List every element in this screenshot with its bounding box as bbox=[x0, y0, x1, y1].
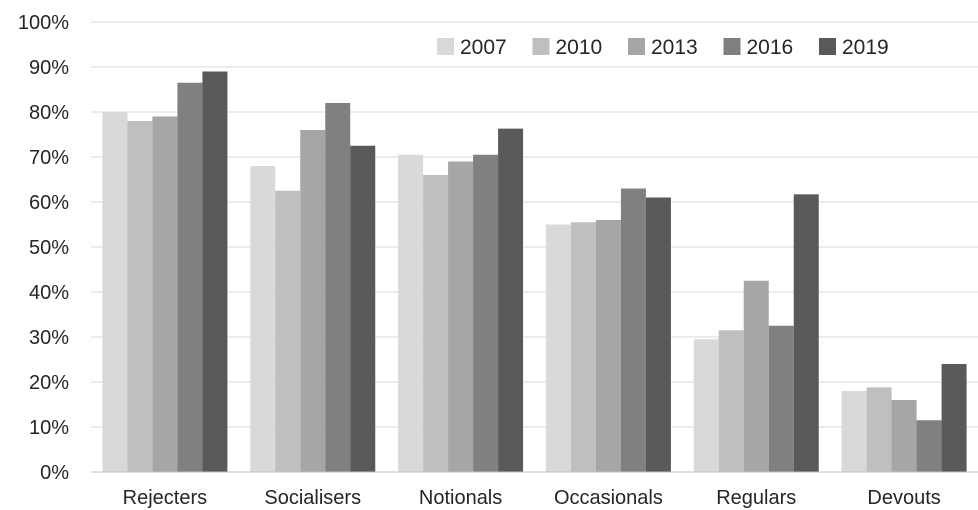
bar-2007-notionals bbox=[398, 154, 424, 472]
bar-2019-occasionals bbox=[645, 197, 671, 472]
bar-2007-devouts bbox=[841, 391, 867, 472]
bar-2016-rejecters bbox=[177, 82, 203, 472]
x-tick-label: Regulars bbox=[716, 487, 796, 509]
bar-2019-regulars bbox=[793, 194, 819, 472]
gridlines bbox=[91, 21, 978, 428]
y-tick-label: 30% bbox=[29, 327, 69, 349]
x-tick-label: Devouts bbox=[867, 487, 940, 509]
bar-2007-socialisers bbox=[250, 166, 276, 472]
bar-2013-occasionals bbox=[595, 220, 621, 472]
bar-2010-rejecters bbox=[127, 121, 153, 472]
x-tick-label: Notionals bbox=[419, 487, 502, 509]
y-tick-label: 40% bbox=[29, 282, 69, 304]
bar-2016-regulars bbox=[768, 325, 794, 472]
bar-2013-socialisers bbox=[300, 130, 326, 472]
legend-label-2019: 2019 bbox=[842, 36, 889, 59]
bar-2016-notionals bbox=[473, 154, 499, 472]
bar-2010-notionals bbox=[423, 175, 449, 472]
bar-2010-regulars bbox=[718, 330, 744, 472]
legend-label-2010: 2010 bbox=[556, 36, 603, 59]
legend-label-2016: 2016 bbox=[747, 36, 794, 59]
bars bbox=[102, 71, 967, 472]
bar-2007-occasionals bbox=[545, 224, 571, 472]
y-tick-label: 70% bbox=[29, 147, 69, 169]
y-tick-label: 0% bbox=[40, 462, 69, 484]
bar-2010-socialisers bbox=[275, 190, 301, 472]
x-tick-label: Occasionals bbox=[554, 487, 663, 509]
bar-2016-occasionals bbox=[620, 188, 646, 472]
y-tick-label: 10% bbox=[29, 417, 69, 439]
legend-swatch-2019 bbox=[819, 38, 836, 55]
legend-label-2007: 2007 bbox=[460, 36, 507, 59]
bar-2013-regulars bbox=[743, 280, 769, 472]
bar-2010-devouts bbox=[866, 387, 892, 472]
bar-2019-rejecters bbox=[202, 71, 228, 472]
y-tick-label: 100% bbox=[18, 12, 69, 34]
bar-2013-devouts bbox=[891, 400, 917, 472]
bar-2019-socialisers bbox=[350, 145, 376, 472]
x-tick-label: Socialisers bbox=[264, 487, 361, 509]
y-tick-label: 90% bbox=[29, 57, 69, 79]
legend-swatch-2010 bbox=[532, 38, 550, 55]
legend-swatch-2013 bbox=[628, 38, 645, 55]
legend-swatch-2007 bbox=[437, 38, 454, 55]
bar-2010-occasionals bbox=[570, 222, 596, 472]
bar-2016-devouts bbox=[916, 420, 942, 472]
y-tick-label: 60% bbox=[29, 192, 69, 214]
y-tick-label: 80% bbox=[29, 102, 69, 124]
bar-2007-regulars bbox=[693, 339, 719, 472]
bar-2007-rejecters bbox=[102, 112, 128, 472]
y-tick-label: 50% bbox=[29, 237, 69, 259]
bar-2013-notionals bbox=[448, 161, 474, 472]
legend-label-2013: 2013 bbox=[651, 36, 698, 59]
y-axis: 0% 10% 20% 30% 40% 50% 60% 70% 80% 90% 100% bbox=[18, 12, 69, 484]
y-tick-label: 20% bbox=[29, 372, 69, 394]
x-tick-label: Rejecters bbox=[123, 487, 207, 509]
bar-2019-notionals bbox=[498, 128, 524, 472]
bar-2019-devouts bbox=[941, 364, 967, 472]
legend-swatch-2016 bbox=[723, 38, 741, 55]
legend: 2007 2010 2013 2016 2019 bbox=[437, 36, 889, 59]
x-axis: Rejecters Socialisers Notionals Occasionals… bbox=[123, 487, 941, 509]
bar-2016-socialisers bbox=[325, 103, 351, 472]
bar-2013-rejecters bbox=[152, 116, 178, 472]
